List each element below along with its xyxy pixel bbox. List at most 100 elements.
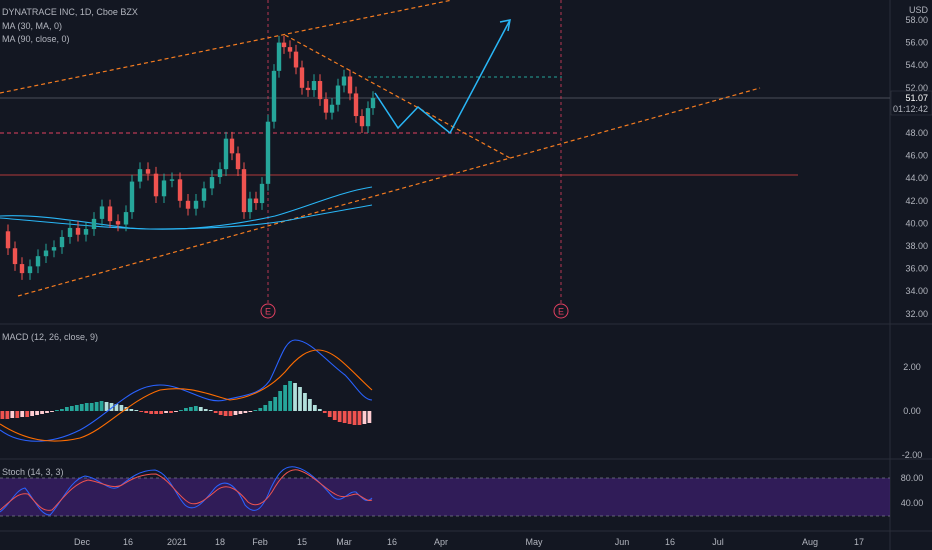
ma90-line[interactable] — [0, 204, 373, 230]
candle[interactable] — [223, 131, 229, 176]
candle[interactable] — [137, 162, 143, 189]
candle[interactable] — [311, 74, 317, 97]
candle[interactable] — [153, 166, 159, 204]
candle[interactable] — [115, 214, 121, 232]
time-axis-tick: 17 — [854, 537, 864, 547]
descending-trend-line[interactable] — [284, 34, 511, 159]
time-axis-tick: Jul — [712, 537, 724, 547]
candle[interactable] — [129, 174, 135, 219]
macd-histogram-bar — [159, 411, 163, 414]
candle[interactable] — [83, 222, 89, 242]
candle[interactable] — [281, 35, 287, 54]
lower-channel-line[interactable] — [17, 87, 761, 297]
candle[interactable] — [359, 109, 365, 133]
stoch-k-line[interactable] — [0, 466, 373, 516]
macd-histogram-bar — [179, 410, 183, 411]
candle[interactable] — [43, 243, 49, 263]
candle[interactable] — [259, 177, 265, 210]
macd-histogram-bar — [20, 411, 25, 417]
candle[interactable] — [317, 74, 323, 106]
time-axis-tick: Feb — [252, 537, 268, 547]
time-axis[interactable]: Dec 16 2021 18 Feb 15 Mar 16 Apr May Jun… — [74, 537, 864, 547]
candle[interactable] — [59, 230, 65, 254]
candle[interactable] — [145, 162, 151, 181]
candle[interactable] — [99, 199, 105, 226]
candle[interactable] — [91, 212, 97, 236]
macd-legend[interactable]: MACD (12, 26, close, 9) — [2, 332, 99, 342]
candle[interactable] — [305, 81, 311, 97]
macd-histogram-bar — [114, 404, 119, 411]
macd-histogram-bar — [89, 403, 94, 411]
candle[interactable] — [107, 199, 113, 228]
macd-line[interactable] — [0, 339, 373, 442]
candle[interactable] — [335, 78, 341, 112]
candle[interactable] — [19, 257, 25, 280]
candle[interactable] — [169, 172, 175, 188]
stoch-d-line[interactable] — [0, 469, 373, 511]
macd-histogram-bar — [79, 404, 84, 411]
macd-histogram-bar — [15, 411, 20, 418]
candle[interactable] — [241, 162, 247, 219]
macd-axis-tick: 0.00 — [903, 406, 921, 416]
candle[interactable] — [341, 69, 347, 93]
macd-histogram-bar — [228, 411, 233, 416]
macd-histogram-bar — [337, 411, 342, 422]
candle[interactable] — [217, 162, 223, 184]
candle[interactable] — [299, 60, 305, 95]
macd-histogram-bar — [213, 411, 218, 413]
projection-arrow-head — [499, 19, 511, 32]
candle[interactable] — [201, 181, 207, 208]
macd-histogram-bar — [253, 410, 258, 411]
candle[interactable] — [185, 194, 191, 216]
candle[interactable] — [209, 170, 215, 196]
candle[interactable] — [27, 259, 33, 280]
candle[interactable] — [229, 131, 235, 161]
candle[interactable] — [370, 91, 376, 115]
stoch-legend[interactable]: Stoch (14, 3, 3) — [2, 467, 64, 477]
candle[interactable] — [123, 205, 129, 232]
candles-group[interactable] — [5, 35, 376, 280]
signal-line[interactable] — [0, 349, 373, 442]
price-axis-tick: 32.00 — [905, 309, 928, 319]
symbol-legend[interactable]: DYNATRACE INC, 1D, Cboe BZX — [2, 7, 138, 17]
candle[interactable] — [329, 97, 335, 120]
candle[interactable] — [353, 86, 359, 123]
candle[interactable] — [293, 44, 299, 75]
candle[interactable] — [235, 146, 241, 176]
candle[interactable] — [247, 191, 253, 219]
candle[interactable] — [265, 114, 271, 191]
candle[interactable] — [365, 101, 371, 133]
candle[interactable] — [35, 249, 41, 274]
earnings-marker[interactable]: E — [553, 303, 569, 319]
macd-histogram-bar — [169, 411, 173, 413]
candle[interactable] — [323, 92, 329, 120]
earnings-marker[interactable]: E — [260, 303, 276, 319]
candle[interactable] — [161, 173, 167, 204]
ma30-legend[interactable]: MA (30, MA, 0) — [2, 21, 63, 31]
candle[interactable] — [193, 194, 199, 216]
candle[interactable] — [271, 64, 277, 129]
candle[interactable] — [12, 241, 18, 271]
macd-histogram[interactable] — [0, 381, 372, 425]
candle[interactable] — [276, 35, 282, 78]
candle[interactable] — [67, 221, 73, 244]
price-axis-tick: 42.00 — [905, 196, 928, 206]
candle[interactable] — [253, 191, 259, 210]
macd-histogram-bar — [273, 397, 278, 411]
candle[interactable] — [75, 221, 81, 242]
candle[interactable] — [347, 69, 353, 101]
ma90-legend[interactable]: MA (90, close, 0) — [2, 34, 70, 44]
macd-histogram-bar — [94, 402, 99, 411]
projection-path[interactable] — [374, 19, 511, 135]
price-axis-tick: 52.00 — [905, 83, 928, 93]
candle[interactable] — [287, 40, 293, 59]
time-axis-tick: Dec — [74, 537, 91, 547]
candle[interactable] — [5, 224, 11, 256]
time-axis-tick: 16 — [665, 537, 675, 547]
candle[interactable] — [51, 240, 57, 258]
macd-histogram-bar — [35, 411, 39, 415]
price-axis[interactable]: 58.0056.0054.0052.0050.0048.0046.0044.00… — [905, 15, 928, 319]
time-axis-tick: Aug — [802, 537, 818, 547]
candle[interactable] — [177, 172, 183, 208]
